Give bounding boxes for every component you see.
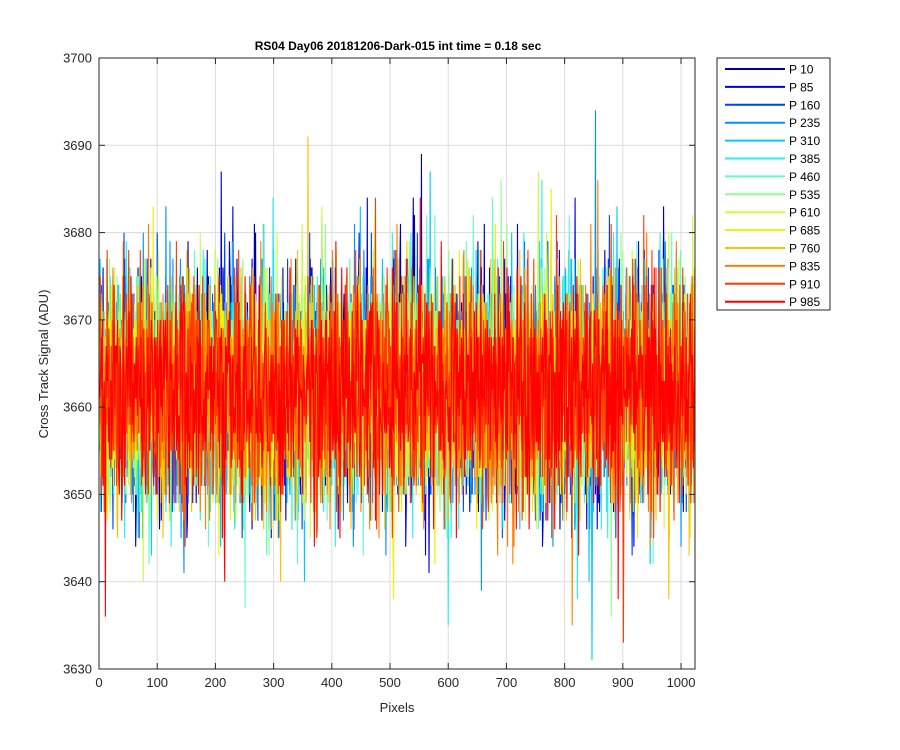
x-tick-label: 500 xyxy=(379,675,401,690)
legend-label: P 160 xyxy=(789,98,820,112)
x-axis-label: Pixels xyxy=(380,700,415,715)
series-line xyxy=(99,197,695,617)
x-tick-label: 400 xyxy=(321,675,343,690)
x-tick-label: 900 xyxy=(612,675,634,690)
legend-label: P 85 xyxy=(789,80,814,94)
legend-label: P 685 xyxy=(789,224,820,238)
legend-label: P 760 xyxy=(789,242,820,256)
x-tick-label: 600 xyxy=(437,675,459,690)
y-tick-label: 3660 xyxy=(63,400,92,415)
legend-box xyxy=(716,57,831,311)
y-tick-label: 3640 xyxy=(63,574,92,589)
legend-label: P 910 xyxy=(789,277,820,291)
plot-frame xyxy=(98,57,696,670)
legend-label: P 10 xyxy=(789,63,814,77)
legend-label: P 460 xyxy=(789,170,820,184)
legend-label: P 235 xyxy=(789,116,820,130)
legend-label: P 985 xyxy=(789,295,820,309)
x-tick-label: 100 xyxy=(146,675,168,690)
axis-ticks: 0 100 200 300 400 500 600 700 800 900 1000 3630 3640… xyxy=(63,51,695,691)
y-tick-label: 3670 xyxy=(63,312,92,327)
y-tick-label: 3650 xyxy=(63,487,92,502)
chart-title: RS04 Day06 20181206-Dark-015 int time = … xyxy=(255,39,542,53)
y-tick-label: 3680 xyxy=(63,225,92,240)
legend-label: P 610 xyxy=(789,206,820,220)
x-tick-label: 300 xyxy=(263,675,285,690)
legend-label: P 535 xyxy=(789,188,820,202)
x-tick-label: 0 xyxy=(95,675,102,690)
x-tick-label: 1000 xyxy=(667,675,696,690)
x-tick-label: 700 xyxy=(496,675,518,690)
legend-label: P 835 xyxy=(789,259,820,273)
series-layer xyxy=(99,110,695,661)
y-tick-label: 3630 xyxy=(63,662,92,677)
x-tick-label: 800 xyxy=(554,675,576,690)
y-tick-label: 3690 xyxy=(63,138,92,153)
legend-label: P 310 xyxy=(789,134,820,148)
legend-label: P 385 xyxy=(789,152,820,166)
legend: P 10 P 85 P 160 P 235 P 310 P 385 P 460 P 535 P … xyxy=(716,57,831,311)
x-tick-label: 200 xyxy=(205,675,227,690)
y-tick-label: 3700 xyxy=(63,51,92,66)
y-axis-label: Cross Track Signal (ADU) xyxy=(36,290,51,439)
